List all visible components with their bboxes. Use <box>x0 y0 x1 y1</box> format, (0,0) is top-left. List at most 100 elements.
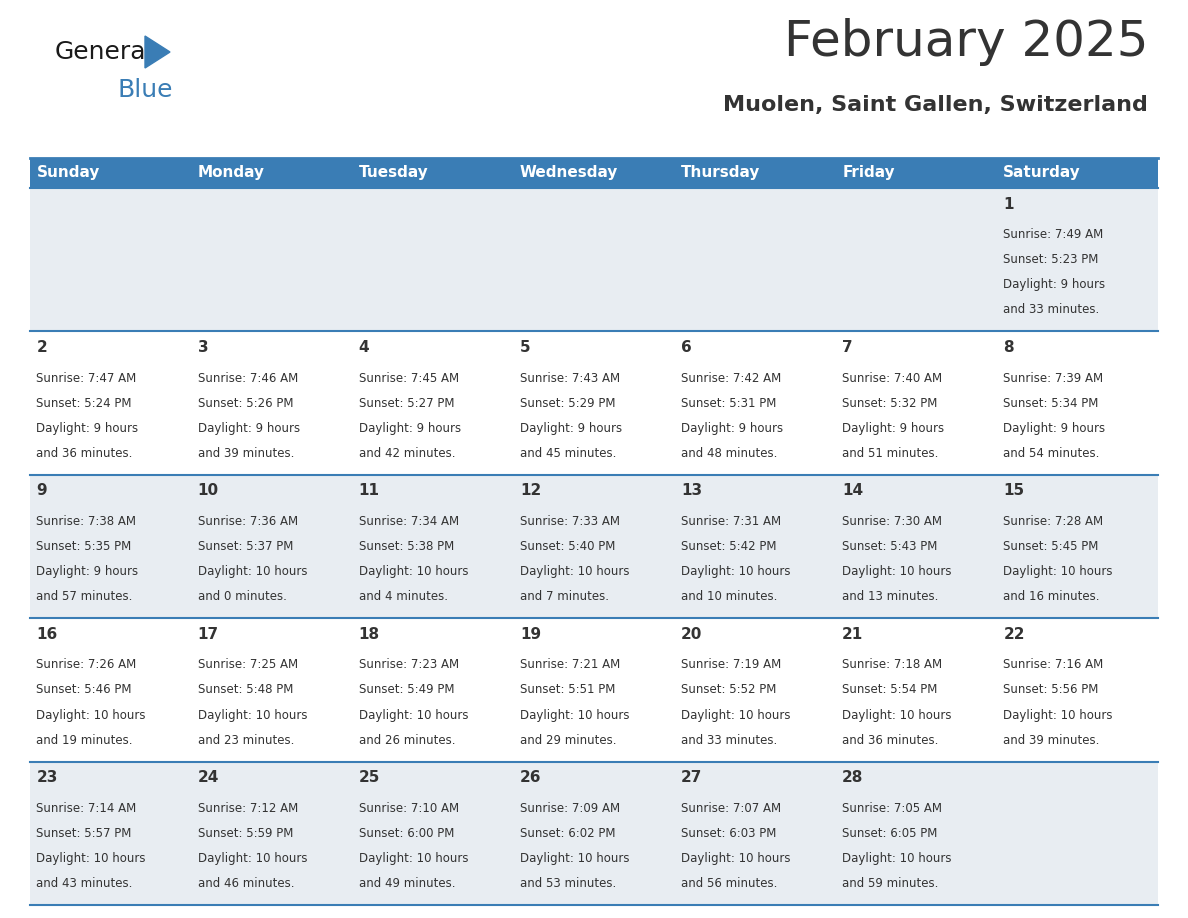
Text: Daylight: 9 hours: Daylight: 9 hours <box>1004 278 1105 291</box>
Text: 17: 17 <box>197 627 219 642</box>
Text: and 36 minutes.: and 36 minutes. <box>842 733 939 746</box>
Text: and 33 minutes.: and 33 minutes. <box>1004 304 1100 317</box>
Text: and 10 minutes.: and 10 minutes. <box>681 590 777 603</box>
Text: Daylight: 10 hours: Daylight: 10 hours <box>359 565 468 578</box>
Text: Daylight: 10 hours: Daylight: 10 hours <box>1004 565 1113 578</box>
Text: Sunrise: 7:45 AM: Sunrise: 7:45 AM <box>359 372 459 385</box>
Text: Sunrise: 7:47 AM: Sunrise: 7:47 AM <box>37 372 137 385</box>
Text: Sunrise: 7:12 AM: Sunrise: 7:12 AM <box>197 801 298 815</box>
Text: Sunrise: 7:14 AM: Sunrise: 7:14 AM <box>37 801 137 815</box>
Text: and 26 minutes.: and 26 minutes. <box>359 733 455 746</box>
Text: Sunset: 5:56 PM: Sunset: 5:56 PM <box>1004 683 1099 697</box>
Text: and 51 minutes.: and 51 minutes. <box>842 447 939 460</box>
Text: and 19 minutes.: and 19 minutes. <box>37 733 133 746</box>
Text: 14: 14 <box>842 484 864 498</box>
Text: Sunset: 6:00 PM: Sunset: 6:00 PM <box>359 827 454 840</box>
Text: and 45 minutes.: and 45 minutes. <box>520 447 617 460</box>
Text: 20: 20 <box>681 627 702 642</box>
Text: Daylight: 9 hours: Daylight: 9 hours <box>520 421 623 435</box>
Text: 4: 4 <box>359 340 369 355</box>
Text: Sunrise: 7:39 AM: Sunrise: 7:39 AM <box>1004 372 1104 385</box>
Text: Sunset: 5:40 PM: Sunset: 5:40 PM <box>520 540 615 553</box>
Text: 23: 23 <box>37 770 58 785</box>
Text: Daylight: 10 hours: Daylight: 10 hours <box>520 852 630 865</box>
Text: Sunset: 5:45 PM: Sunset: 5:45 PM <box>1004 540 1099 553</box>
Text: Daylight: 9 hours: Daylight: 9 hours <box>37 421 139 435</box>
Text: Sunset: 5:43 PM: Sunset: 5:43 PM <box>842 540 937 553</box>
Text: and 7 minutes.: and 7 minutes. <box>520 590 609 603</box>
Text: Sunrise: 7:31 AM: Sunrise: 7:31 AM <box>681 515 782 528</box>
Text: 9: 9 <box>37 484 48 498</box>
Text: Sunrise: 7:25 AM: Sunrise: 7:25 AM <box>197 658 298 671</box>
Text: and 4 minutes.: and 4 minutes. <box>359 590 448 603</box>
Text: Sunset: 5:59 PM: Sunset: 5:59 PM <box>197 827 293 840</box>
Text: 13: 13 <box>681 484 702 498</box>
Text: and 57 minutes.: and 57 minutes. <box>37 590 133 603</box>
Text: Monday: Monday <box>197 165 265 181</box>
Text: and 49 minutes.: and 49 minutes. <box>359 877 455 890</box>
Text: Sunrise: 7:36 AM: Sunrise: 7:36 AM <box>197 515 298 528</box>
Text: 22: 22 <box>1004 627 1025 642</box>
Text: and 46 minutes.: and 46 minutes. <box>197 877 295 890</box>
Text: 6: 6 <box>681 340 691 355</box>
Text: 2: 2 <box>37 340 48 355</box>
Text: Muolen, Saint Gallen, Switzerland: Muolen, Saint Gallen, Switzerland <box>723 95 1148 115</box>
Text: Sunrise: 7:21 AM: Sunrise: 7:21 AM <box>520 658 620 671</box>
Text: Sunset: 5:54 PM: Sunset: 5:54 PM <box>842 683 937 697</box>
Text: and 33 minutes.: and 33 minutes. <box>681 733 777 746</box>
Text: Daylight: 10 hours: Daylight: 10 hours <box>842 565 952 578</box>
Text: Saturday: Saturday <box>1004 165 1081 181</box>
Text: 11: 11 <box>359 484 380 498</box>
Text: Sunrise: 7:49 AM: Sunrise: 7:49 AM <box>1004 229 1104 241</box>
Text: Daylight: 10 hours: Daylight: 10 hours <box>37 852 146 865</box>
Text: Daylight: 10 hours: Daylight: 10 hours <box>197 565 307 578</box>
Text: Daylight: 10 hours: Daylight: 10 hours <box>197 852 307 865</box>
Text: Sunset: 5:29 PM: Sunset: 5:29 PM <box>520 397 615 409</box>
Text: Sunset: 5:52 PM: Sunset: 5:52 PM <box>681 683 777 697</box>
Text: Sunset: 5:57 PM: Sunset: 5:57 PM <box>37 827 132 840</box>
Text: Sunrise: 7:23 AM: Sunrise: 7:23 AM <box>359 658 459 671</box>
Text: Daylight: 9 hours: Daylight: 9 hours <box>37 565 139 578</box>
Text: Tuesday: Tuesday <box>359 165 429 181</box>
Text: and 13 minutes.: and 13 minutes. <box>842 590 939 603</box>
Text: 18: 18 <box>359 627 380 642</box>
Text: Daylight: 10 hours: Daylight: 10 hours <box>1004 709 1113 722</box>
Text: and 16 minutes.: and 16 minutes. <box>1004 590 1100 603</box>
Text: and 42 minutes.: and 42 minutes. <box>359 447 455 460</box>
Text: Sunrise: 7:33 AM: Sunrise: 7:33 AM <box>520 515 620 528</box>
Text: 8: 8 <box>1004 340 1013 355</box>
Text: Sunset: 5:31 PM: Sunset: 5:31 PM <box>681 397 777 409</box>
Text: Sunset: 6:02 PM: Sunset: 6:02 PM <box>520 827 615 840</box>
Text: Sunset: 5:49 PM: Sunset: 5:49 PM <box>359 683 454 697</box>
Text: Daylight: 10 hours: Daylight: 10 hours <box>842 852 952 865</box>
Text: Sunset: 5:37 PM: Sunset: 5:37 PM <box>197 540 293 553</box>
Text: 5: 5 <box>520 340 531 355</box>
Text: Sunday: Sunday <box>37 165 100 181</box>
Text: Sunrise: 7:30 AM: Sunrise: 7:30 AM <box>842 515 942 528</box>
Text: 27: 27 <box>681 770 702 785</box>
Text: Sunrise: 7:19 AM: Sunrise: 7:19 AM <box>681 658 782 671</box>
Text: and 29 minutes.: and 29 minutes. <box>520 733 617 746</box>
Text: Wednesday: Wednesday <box>520 165 618 181</box>
Text: Sunrise: 7:40 AM: Sunrise: 7:40 AM <box>842 372 942 385</box>
Text: and 36 minutes.: and 36 minutes. <box>37 447 133 460</box>
Text: 1: 1 <box>1004 196 1013 212</box>
Text: and 59 minutes.: and 59 minutes. <box>842 877 939 890</box>
Text: Sunrise: 7:43 AM: Sunrise: 7:43 AM <box>520 372 620 385</box>
Text: Sunrise: 7:46 AM: Sunrise: 7:46 AM <box>197 372 298 385</box>
Text: Sunset: 5:34 PM: Sunset: 5:34 PM <box>1004 397 1099 409</box>
Text: 24: 24 <box>197 770 219 785</box>
Text: and 48 minutes.: and 48 minutes. <box>681 447 777 460</box>
Text: and 0 minutes.: and 0 minutes. <box>197 590 286 603</box>
Text: Sunset: 5:27 PM: Sunset: 5:27 PM <box>359 397 454 409</box>
Text: Thursday: Thursday <box>681 165 760 181</box>
Text: Sunrise: 7:26 AM: Sunrise: 7:26 AM <box>37 658 137 671</box>
Text: Sunset: 5:51 PM: Sunset: 5:51 PM <box>520 683 615 697</box>
Text: Sunset: 5:32 PM: Sunset: 5:32 PM <box>842 397 937 409</box>
Text: Daylight: 10 hours: Daylight: 10 hours <box>681 709 790 722</box>
Text: Daylight: 9 hours: Daylight: 9 hours <box>842 421 944 435</box>
Text: Sunset: 5:35 PM: Sunset: 5:35 PM <box>37 540 132 553</box>
Text: and 56 minutes.: and 56 minutes. <box>681 877 777 890</box>
Text: Sunset: 5:24 PM: Sunset: 5:24 PM <box>37 397 132 409</box>
Text: Sunset: 5:26 PM: Sunset: 5:26 PM <box>197 397 293 409</box>
